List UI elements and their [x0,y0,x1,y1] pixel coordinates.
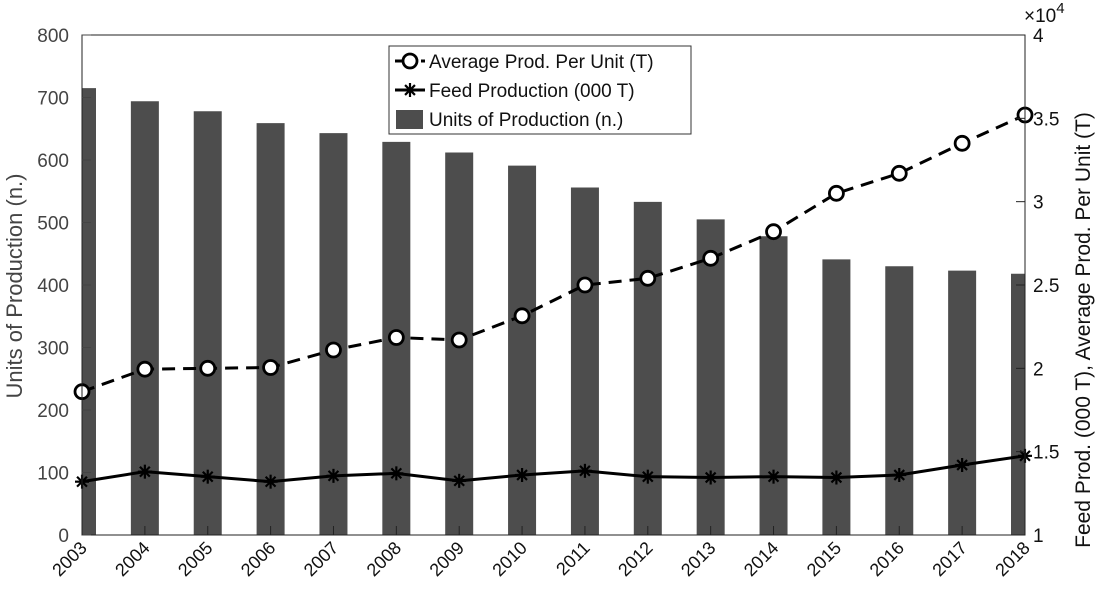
feed-production-point-2013 [703,470,718,485]
feed-production-point-2006 [263,474,278,489]
feed-production-point-2008 [389,466,404,481]
feed-production-point-2004 [137,464,152,479]
legend-item-1: Feed Production (000 T) [395,81,635,102]
bar-2003 [82,88,96,535]
x-tick-label: 2006 [237,538,279,580]
legend-marker [403,83,417,97]
y2-tick-label: 1 [1033,526,1044,547]
legend-swatch [396,110,423,129]
x-tick-label: 2012 [614,538,656,580]
x-tick-label: 2018 [991,538,1033,580]
x-tick-label: 2017 [929,538,971,580]
y2-tick-label: 3 [1033,193,1044,214]
feed-production-point-2005 [200,469,215,484]
feed-production-point-2010 [515,468,530,482]
average-prod-point-2015 [828,184,845,202]
bar-2017 [948,270,977,535]
legend-box [388,45,692,135]
x-tick-label: 2016 [866,538,908,580]
bar-2004 [130,101,159,535]
bar-2011 [570,187,599,535]
bar-2005 [193,111,222,535]
bar-2006 [256,123,285,535]
legend-label: Average Prod. Per Unit (T) [429,52,654,73]
y-tick-label: 700 [37,89,69,110]
average-prod-line [81,113,1026,394]
tick-group [81,34,1026,536]
x-tick-label: 2013 [677,538,719,580]
average-prod-point-2011 [576,276,594,294]
average-prod-point-2004 [136,360,154,378]
legend: Average Prod. Per Unit (T) Feed Productio… [388,45,692,135]
bar-2012 [633,201,662,535]
y-tick-label: 100 [37,464,69,485]
feed-production-point-2009 [452,473,467,488]
y2-axis-title: Feed Prod. (000 T), Average Prod. Per Un… [1072,112,1095,548]
y2-tick-label: 2.5 [1033,276,1059,297]
y2-tick-label: 3.5 [1033,109,1059,130]
x-tick-label: 2009 [426,538,468,580]
average-prod-point-2007 [325,341,342,359]
y2-exponent-power: 4 [1056,0,1064,17]
feed-production-point-2016 [892,468,907,482]
bar-2007 [319,133,348,535]
feed-production-line [81,454,1026,484]
x-tick-label: 2010 [488,538,530,580]
average-prod-point-2016 [890,164,908,182]
y2-tick-label: 1.5 [1033,443,1059,464]
x-tick-label: 2014 [740,538,782,580]
y-tick-label: 400 [37,276,69,297]
x-tick-label: 2004 [111,538,153,580]
x-tick-label: 2015 [803,538,845,580]
line-group [73,106,1034,489]
x-tick-label: 2007 [300,538,342,580]
average-prod-point-2005 [199,359,217,377]
x-tick-label: 2008 [363,538,405,580]
average-prod-point-2008 [387,329,405,346]
y2-tick-label: 2 [1033,359,1044,380]
bar-2014 [759,236,788,535]
average-prod-point-2012 [639,269,657,287]
legend-label: Feed Production (000 T) [429,81,635,102]
x-tick-label: 2011 [552,538,594,580]
feed-production-point-2007 [326,468,341,483]
legend-item-0: Average Prod. Per Unit (T) [395,52,654,73]
average-prod-point-2017 [953,134,971,152]
x-tick-label: 2003 [48,538,90,580]
feed-production-point-2012 [640,469,655,484]
average-prod-point-2009 [450,331,468,349]
y-axis-title: Units of Production (n.) [2,174,27,399]
y2-tick-label: 4 [1033,26,1044,47]
y2-exponent: ×104 [1024,0,1065,27]
feed-production-point-2011 [577,463,592,478]
average-prod-point-2010 [513,307,531,325]
average-prod-point-2013 [702,249,720,267]
y-tick-label: 300 [37,339,69,360]
average-prod-point-2006 [262,359,280,376]
y-tick-label: 800 [37,26,69,47]
y2-exponent-base: ×10 [1024,6,1056,27]
y-tick-label: 200 [37,401,69,422]
average-prod-point-2014 [765,223,782,241]
y-tick-label: 0 [58,526,69,547]
feed-production-point-2015 [829,470,844,485]
y-tick-label: 500 [37,214,69,235]
legend-marker [401,52,419,70]
y-tick-label: 600 [37,151,69,172]
bar-2018 [1011,273,1025,535]
feed-production-point-2017 [955,458,970,472]
legend-item-2: Units of Production (n.) [396,110,623,131]
bar-2016 [885,266,914,535]
legend-label: Units of Production (n.) [429,110,623,131]
bar-group [82,88,1025,535]
bar-2015 [822,259,851,535]
x-tick-label: 2005 [174,538,216,580]
feed-production-point-2014 [766,469,781,484]
